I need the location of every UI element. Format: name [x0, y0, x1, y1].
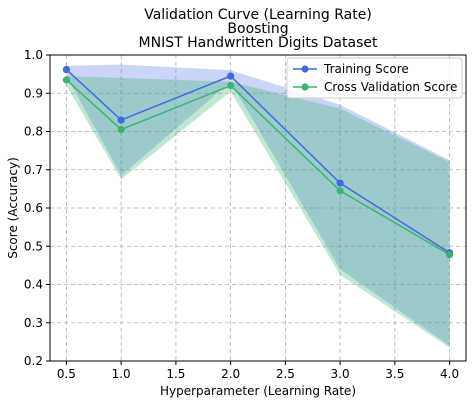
training-score-point — [227, 72, 235, 80]
cross-validation-score-point — [117, 125, 125, 134]
x-tick-label: 1.0 — [112, 367, 131, 381]
score-bands — [66, 64, 450, 348]
y-tick-label: 0.9 — [24, 86, 43, 100]
y-tick-label: 0.6 — [24, 201, 43, 215]
y-tick-label: 0.7 — [24, 163, 43, 177]
y-tick-label: 0.3 — [24, 316, 43, 330]
cross-validation-score-point — [445, 251, 454, 259]
x-tick-label: 3.5 — [385, 367, 404, 381]
x-tick-label: 1.5 — [166, 367, 185, 381]
x-tick-label: 0.5 — [57, 367, 76, 381]
chart-title-line-3: MNIST Handwritten Digits Dataset — [139, 35, 378, 51]
x-tick-label: 2.5 — [276, 367, 295, 381]
cross-validation-score-point — [336, 187, 344, 195]
training-score-point — [117, 116, 125, 124]
legend-label-training: Training Score — [323, 62, 409, 76]
legend-marker-training — [301, 65, 309, 73]
cross-validation-score-point — [227, 82, 235, 90]
cross-validation-score-band — [66, 76, 450, 348]
x-tick-label: 3.0 — [331, 367, 350, 381]
legend-label-cross-validation: Cross Validation Score — [324, 80, 457, 94]
training-score-point — [336, 179, 344, 187]
legend: Training Score Cross Validation Score — [286, 57, 463, 99]
y-axis-ticks: 0.2 0.3 0.4 0.5 0.6 0.7 0.8 0.9 1.0 — [24, 48, 50, 368]
chart-title-line-1: Validation Curve (Learning Rate) — [144, 7, 372, 23]
x-tick-label: 2.0 — [221, 367, 240, 381]
y-tick-label: 0.2 — [24, 354, 43, 368]
chart-title-line-2: Boosting — [227, 21, 288, 37]
y-tick-label: 0.8 — [24, 125, 43, 139]
score-markers — [62, 65, 454, 259]
training-score-point — [62, 65, 71, 74]
x-tick-label: 4.0 — [440, 367, 459, 381]
y-tick-label: 1.0 — [24, 48, 43, 62]
y-tick-label: 0.4 — [24, 278, 43, 292]
legend-box — [286, 57, 463, 99]
training-score-band — [66, 64, 450, 346]
y-tick-label: 0.5 — [24, 239, 43, 253]
x-axis-label: Hyperparameter (Learning Rate) — [160, 384, 356, 398]
y-axis-label: Score (Accuracy) — [6, 157, 20, 259]
x-axis-ticks: 0.5 1.0 1.5 2.0 2.5 3.0 3.5 4.0 — [57, 361, 459, 381]
legend-marker-cross-validation — [301, 83, 309, 91]
cross-validation-score-point — [62, 76, 71, 84]
chart-title: Validation Curve (Learning Rate) Boostin… — [139, 7, 378, 51]
